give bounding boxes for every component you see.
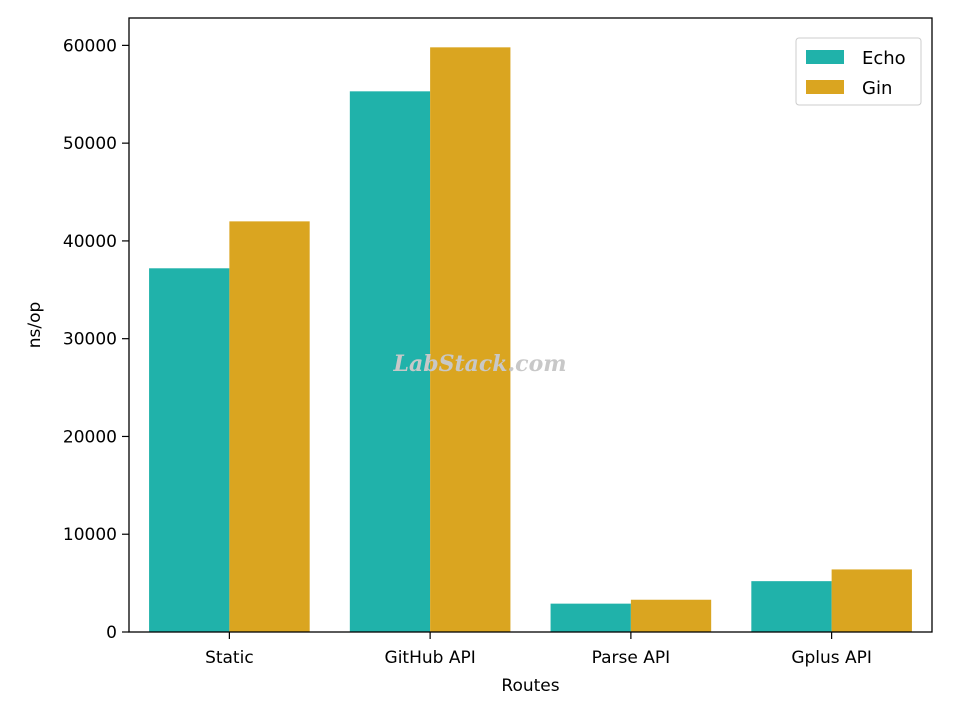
bars-group bbox=[149, 47, 912, 633]
watermark-text: LabStack.com bbox=[392, 351, 566, 377]
y-tick-label: 10000 bbox=[63, 525, 117, 545]
y-tick-label: 30000 bbox=[63, 330, 117, 350]
y-tick-label: 0 bbox=[106, 623, 117, 643]
legend-label-gin: Gin bbox=[862, 78, 892, 99]
y-tick-label: 20000 bbox=[63, 427, 117, 447]
x-tick-label: Gplus API bbox=[791, 648, 872, 668]
plot-frame bbox=[128, 17, 933, 633]
bar-echo-static bbox=[149, 268, 230, 632]
bar-gin-gplus-api bbox=[831, 569, 912, 632]
legend-swatch-gin bbox=[806, 80, 844, 94]
y-axis-label: ns/op bbox=[25, 302, 45, 349]
bar-gin-parse-api bbox=[630, 599, 712, 632]
y-axis-ticks: 0 10000 20000 30000 40000 50000 60000 bbox=[63, 36, 129, 643]
x-axis-ticks: Static GitHub API Parse API Gplus API bbox=[205, 632, 872, 668]
bar-echo-gplus-api bbox=[751, 581, 832, 632]
bar-echo-github-api bbox=[349, 91, 431, 633]
x-tick-label: Parse API bbox=[592, 648, 671, 668]
x-axis-label: Routes bbox=[501, 676, 559, 696]
x-tick-label: Static bbox=[205, 648, 254, 668]
bar-gin-static bbox=[229, 221, 310, 633]
legend: Echo Gin bbox=[795, 37, 922, 106]
legend-label-echo: Echo bbox=[862, 48, 906, 69]
x-tick-label: GitHub API bbox=[385, 648, 476, 668]
y-tick-label: 60000 bbox=[63, 36, 117, 56]
bar-echo-parse-api bbox=[550, 603, 631, 632]
bar-gin-github-api bbox=[430, 47, 511, 632]
legend-swatch-echo bbox=[806, 50, 844, 64]
y-tick-label: 40000 bbox=[63, 232, 117, 252]
y-tick-label: 50000 bbox=[63, 134, 117, 154]
